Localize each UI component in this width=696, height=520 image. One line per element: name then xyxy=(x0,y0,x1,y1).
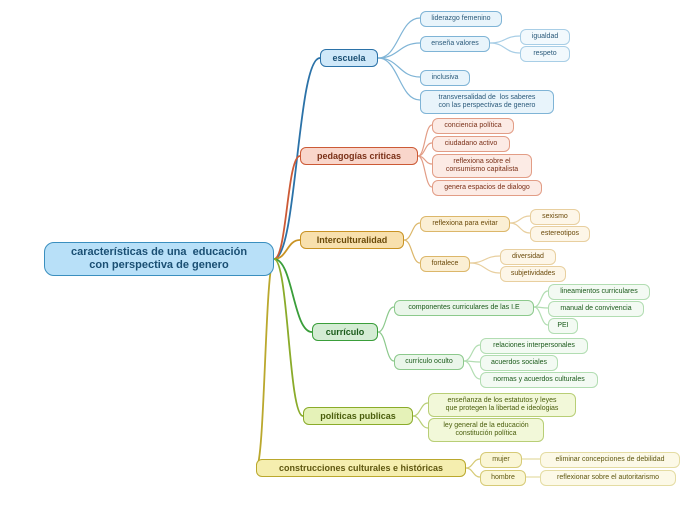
edge-inter-fort xyxy=(404,240,420,263)
edge-ped-conc xyxy=(418,125,432,156)
edge-valores-igualdad xyxy=(490,36,520,43)
edge-ocul-rel xyxy=(464,345,480,361)
node-ped: pedagogías criticas xyxy=(300,147,418,165)
node-man: manual de convivencia xyxy=(548,301,644,317)
node-acu: acuerdos sociales xyxy=(480,355,558,371)
edge-curr-ocul xyxy=(378,332,394,361)
edge-comp-pei xyxy=(534,307,548,325)
edge-escuela-inclusiva xyxy=(378,58,420,77)
node-root: características de una educación con per… xyxy=(44,242,274,276)
edge-valores-respeto xyxy=(490,43,520,53)
node-rel: relaciones interpersonales xyxy=(480,338,588,354)
node-div: diversidad xyxy=(500,249,556,265)
node-cons: construcciones culturales e históricas xyxy=(256,459,466,477)
node-curr: currículo xyxy=(312,323,378,341)
node-escuela: escuela xyxy=(320,49,378,67)
edge-escuela-transv xyxy=(378,58,420,100)
edge-refev-sex xyxy=(510,216,530,223)
node-subj: subjetividades xyxy=(500,266,566,282)
node-pei: PEI xyxy=(548,318,578,334)
node-inclusiva: inclusiva xyxy=(420,70,470,86)
node-ley: ley general de la educación constitución… xyxy=(428,418,544,442)
node-hom: hombre xyxy=(480,470,526,486)
node-norm: normas y acuerdos culturales xyxy=(480,372,598,388)
edge-inter-refev xyxy=(404,223,420,240)
edge-fort-subj xyxy=(470,263,500,273)
node-valores: enseña valores xyxy=(420,36,490,52)
edge-fort-div xyxy=(470,256,500,263)
node-este: estereotipos xyxy=(530,226,590,242)
node-comp: componentes curriculares de las I.E xyxy=(394,300,534,316)
node-elim: eliminar concepciones de debilidad xyxy=(540,452,680,468)
edge-cons-muj xyxy=(466,459,480,468)
node-inter: Interculturalidad xyxy=(300,231,404,249)
node-ocul: currículo oculto xyxy=(394,354,464,370)
node-refev: reflexiona para evitar xyxy=(420,216,510,232)
edge-ocul-norm xyxy=(464,361,480,379)
edge-curr-comp xyxy=(378,307,394,332)
node-refl: reflexiona sobre el consumismo capitalis… xyxy=(432,154,532,178)
edge-refev-este xyxy=(510,223,530,233)
node-espa: genera espacios de dialogo xyxy=(432,180,542,196)
node-pol: políticas publicas xyxy=(303,407,413,425)
edge-pol-ley xyxy=(413,416,428,428)
node-igualdad: igualdad xyxy=(520,29,570,45)
node-fort: fortalece xyxy=(420,256,470,272)
edge-cons-hom xyxy=(466,468,480,477)
node-ens: enseñanza de los estatutos y leyes que p… xyxy=(428,393,576,417)
node-ciud: ciudadano activo xyxy=(432,136,510,152)
edge-comp-lin xyxy=(534,291,548,307)
edge-escuela-valores xyxy=(378,43,420,58)
edge-root-cons xyxy=(256,259,274,468)
node-refa: reflexionar sobre el autoritarismo xyxy=(540,470,676,486)
edge-escuela-liderazgo xyxy=(378,18,420,58)
node-respeto: respeto xyxy=(520,46,570,62)
node-liderazgo: liderazgo femenino xyxy=(420,11,502,27)
edge-pol-ens xyxy=(413,403,428,416)
node-lin: lineamientos curriculares xyxy=(548,284,650,300)
node-conc: conciencia política xyxy=(432,118,514,134)
node-sex: sexismo xyxy=(530,209,580,225)
node-muj: mujer xyxy=(480,452,522,468)
node-transv: transversalidad de los saberes con las p… xyxy=(420,90,554,114)
